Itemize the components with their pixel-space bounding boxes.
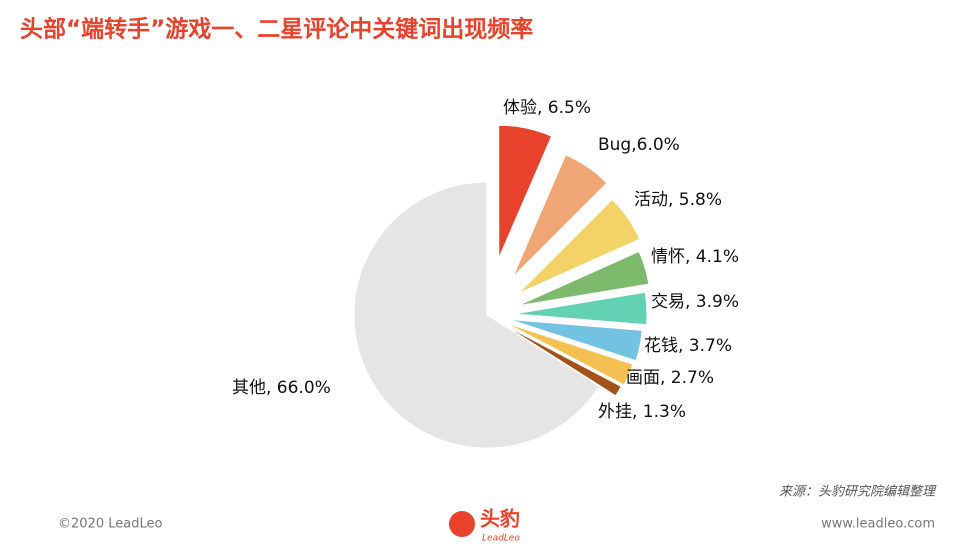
pie-slice	[498, 124, 553, 259]
pie-slice	[506, 322, 634, 386]
logo-subtext: LeadLeo	[482, 534, 520, 544]
pie-slice	[513, 291, 648, 326]
pie-slice	[503, 324, 622, 397]
data-label: 活动, 5.8%	[634, 190, 722, 210]
logo-text: 头豹	[480, 507, 520, 531]
pie-slice	[353, 181, 600, 449]
pie-slice	[517, 198, 641, 294]
website: www.leadleo.com	[821, 517, 935, 532]
data-label: 画面, 2.7%	[626, 368, 714, 388]
pie-slice	[512, 154, 608, 278]
copyright: ©2020 LeadLeo	[58, 517, 162, 532]
data-label: 花钱, 3.7%	[644, 336, 732, 356]
data-label: 交易, 3.9%	[651, 292, 739, 312]
source-note: 来源：头豹研究院编辑整理	[779, 484, 937, 500]
data-label: 情怀, 4.1%	[651, 247, 739, 267]
data-label: 体验, 6.5%	[503, 98, 591, 118]
data-label: Bug,6.0%	[598, 135, 680, 155]
pie-slice	[517, 250, 650, 307]
logo-icon	[449, 511, 475, 537]
pie-slice	[509, 319, 643, 362]
data-label: 其他, 66.0%	[232, 378, 331, 398]
data-label: 外挂, 1.3%	[598, 402, 686, 422]
chart-title: 头部“端转手”游戏一、二星评论中关键词出现频率	[20, 16, 533, 43]
